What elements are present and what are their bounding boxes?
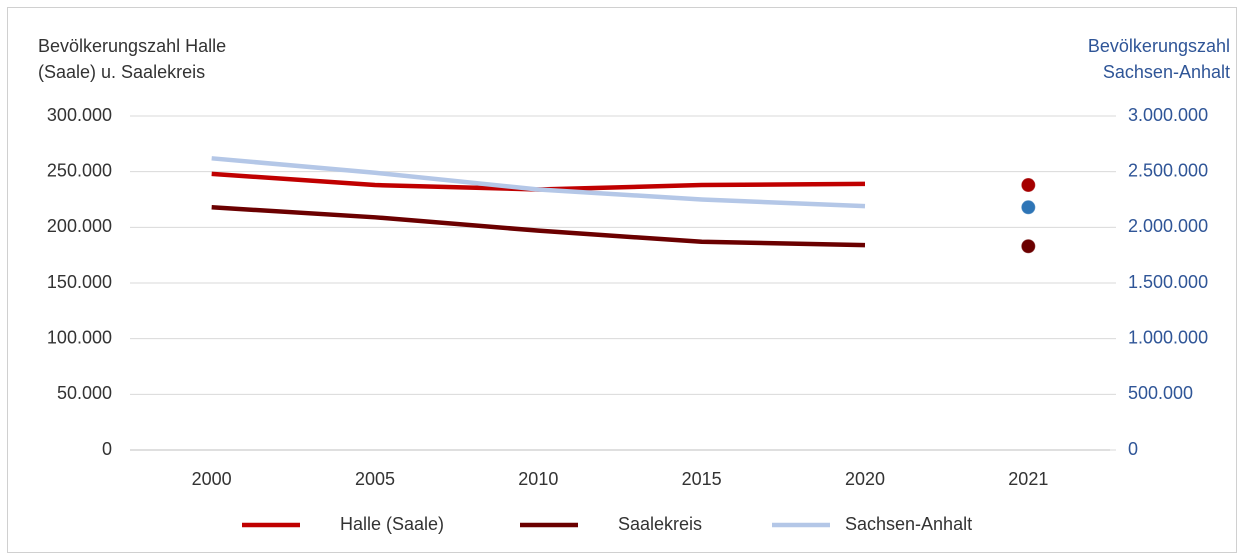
y-tick-label: 50.000 (57, 383, 112, 403)
x-tick-label: 2005 (355, 469, 395, 489)
y2-tick-label: 2.500.000 (1128, 160, 1208, 180)
y2-tick-label: 0 (1128, 439, 1138, 459)
legend-label: Sachsen-Anhalt (845, 514, 972, 534)
y2-tick-label: 500.000 (1128, 383, 1193, 403)
y-tick-label: 150.000 (47, 272, 112, 292)
x-tick-label: 2020 (845, 469, 885, 489)
line (211, 171, 866, 192)
point (1020, 177, 1036, 193)
y-axis-title: Bevölkerungszahl Halle (Saale) u. Saalek… (38, 36, 227, 82)
y2-tick-label: 1.000.000 (1128, 327, 1208, 347)
y2-axis-title: Bevölkerungszahl Sachsen-Anhalt (1087, 36, 1230, 82)
legend-label: Halle (Saale) (340, 514, 444, 534)
y-tick-label: 250.000 (47, 160, 112, 180)
y-tick-label: 200.000 (47, 216, 112, 236)
x-tick-label: 2015 (682, 469, 722, 489)
chart-border (7, 7, 1237, 553)
legend-label: Saalekreis (618, 514, 702, 534)
line (211, 156, 866, 209)
y-tick-label: 100.000 (47, 327, 112, 347)
point (1020, 199, 1036, 215)
y2-tick-label: 2.000.000 (1128, 216, 1208, 236)
point (1020, 238, 1036, 254)
line (211, 205, 866, 248)
y-tick-label: 300.000 (47, 105, 112, 125)
y2-tick-label: 3.000.000 (1128, 105, 1208, 125)
y-tick-label: 0 (102, 439, 112, 459)
x-tick-label: 2010 (518, 469, 558, 489)
y2-tick-label: 1.500.000 (1128, 272, 1208, 292)
x-tick-label: 2000 (192, 469, 232, 489)
x-tick-label: 2021 (1008, 469, 1048, 489)
